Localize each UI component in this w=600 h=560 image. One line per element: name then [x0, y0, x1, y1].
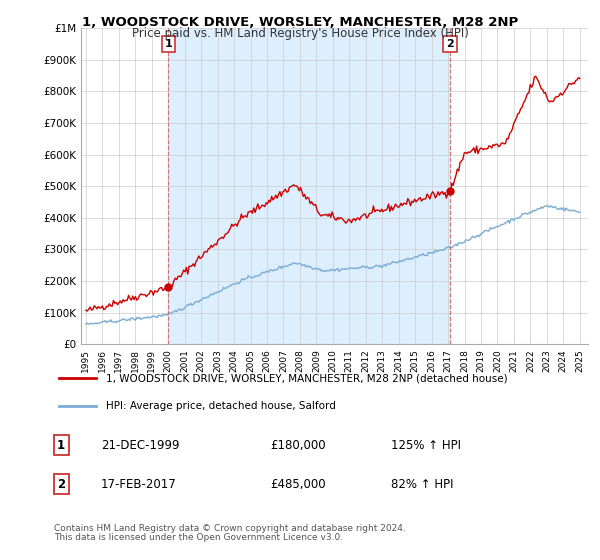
Text: This data is licensed under the Open Government Licence v3.0.: This data is licensed under the Open Gov…: [54, 533, 343, 542]
Text: 21-DEC-1999: 21-DEC-1999: [101, 438, 179, 451]
Text: 125% ↑ HPI: 125% ↑ HPI: [391, 438, 461, 451]
Text: £180,000: £180,000: [270, 438, 325, 451]
Bar: [168, 28, 450, 344]
Text: 17-FEB-2017: 17-FEB-2017: [101, 478, 176, 491]
Text: 2: 2: [57, 478, 65, 491]
Text: 1: 1: [57, 438, 65, 451]
Text: 1, WOODSTOCK DRIVE, WORSLEY, MANCHESTER, M28 2NP (detached house): 1, WOODSTOCK DRIVE, WORSLEY, MANCHESTER,…: [106, 373, 508, 383]
Text: HPI: Average price, detached house, Salford: HPI: Average price, detached house, Salf…: [106, 402, 336, 412]
Text: 1: 1: [164, 39, 172, 49]
Text: £485,000: £485,000: [270, 478, 325, 491]
Text: Price paid vs. HM Land Registry's House Price Index (HPI): Price paid vs. HM Land Registry's House …: [131, 27, 469, 40]
Text: Contains HM Land Registry data © Crown copyright and database right 2024.: Contains HM Land Registry data © Crown c…: [54, 524, 406, 533]
Text: 2: 2: [446, 39, 454, 49]
Text: 1, WOODSTOCK DRIVE, WORSLEY, MANCHESTER, M28 2NP: 1, WOODSTOCK DRIVE, WORSLEY, MANCHESTER,…: [82, 16, 518, 29]
Text: 82% ↑ HPI: 82% ↑ HPI: [391, 478, 454, 491]
